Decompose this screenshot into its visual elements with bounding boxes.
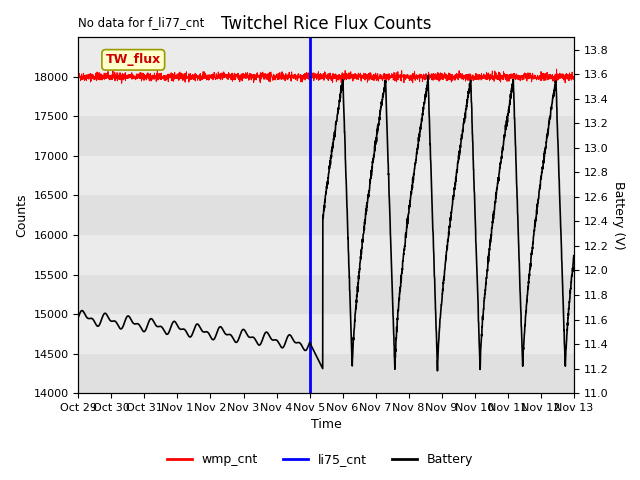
Bar xyxy=(79,77,573,116)
Title: Twitchel Rice Flux Counts: Twitchel Rice Flux Counts xyxy=(221,15,431,33)
Bar xyxy=(79,195,573,235)
Y-axis label: Counts: Counts xyxy=(15,193,28,237)
Bar xyxy=(79,275,573,314)
Bar xyxy=(79,354,573,393)
X-axis label: Time: Time xyxy=(310,419,342,432)
Bar xyxy=(79,235,573,275)
Bar xyxy=(79,156,573,195)
Y-axis label: Battery (V): Battery (V) xyxy=(612,181,625,250)
Text: No data for f_li77_cnt: No data for f_li77_cnt xyxy=(79,16,205,29)
Bar xyxy=(79,314,573,354)
Legend: wmp_cnt, li75_cnt, Battery: wmp_cnt, li75_cnt, Battery xyxy=(162,448,478,471)
Text: TW_flux: TW_flux xyxy=(106,53,161,66)
Bar xyxy=(79,116,573,156)
